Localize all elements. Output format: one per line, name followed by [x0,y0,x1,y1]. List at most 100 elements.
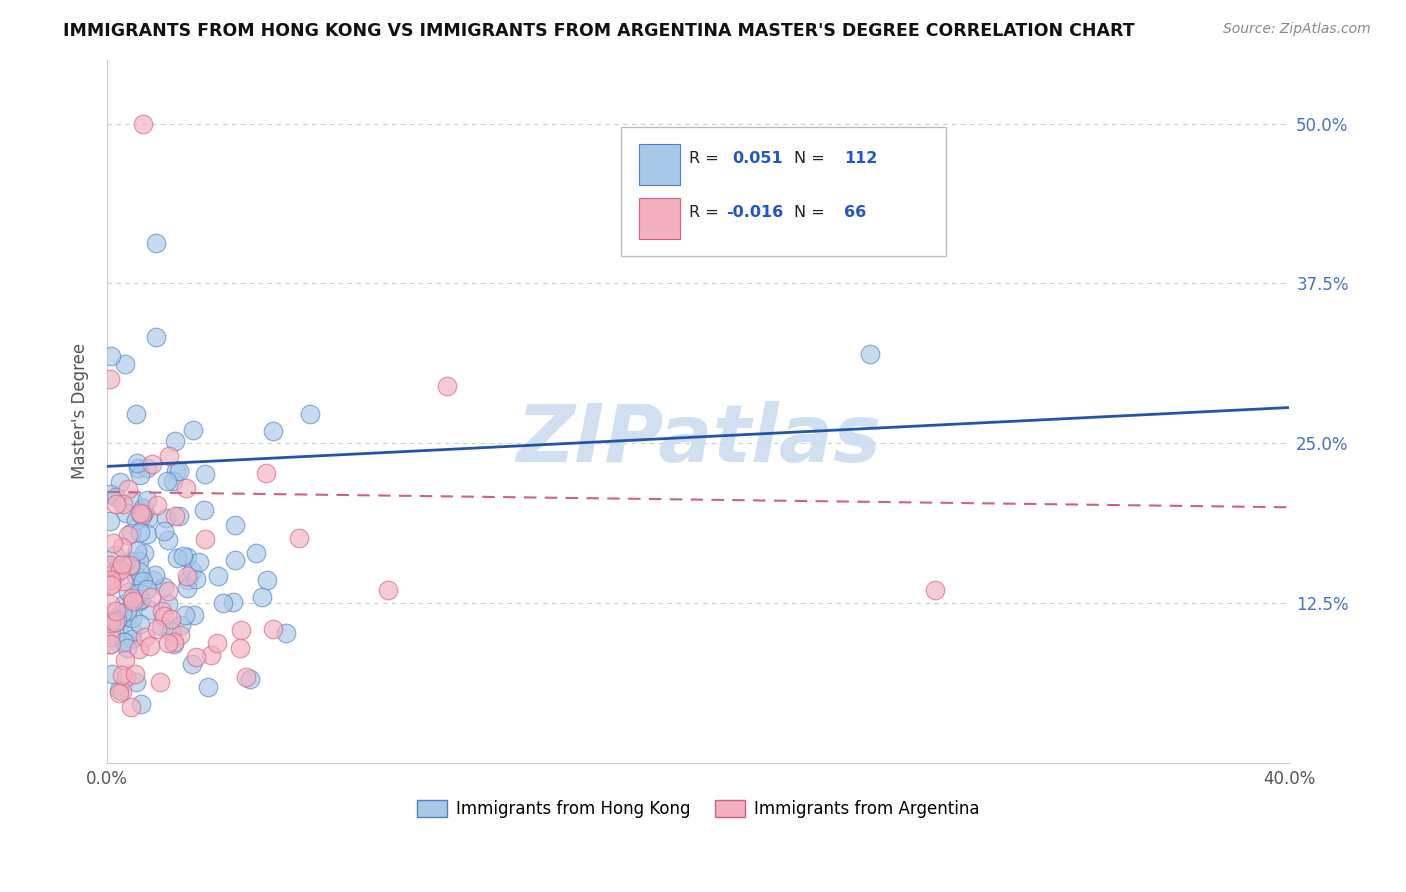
Text: R =: R = [689,152,728,166]
Point [100,576,122,591]
Point [114,357,136,371]
Point [200,648,222,662]
Point [135,527,157,541]
Point [107,561,129,575]
Point [162,474,184,488]
Point [138,639,160,653]
Point [229,624,252,638]
Point [108,683,131,698]
Point [153,608,176,623]
Point [128,641,150,656]
Point [115,640,138,655]
Point [117,483,139,497]
Point [117,528,139,542]
Point [117,584,139,599]
Point [181,564,204,578]
Point [125,513,148,527]
Point [100,637,122,651]
Point [176,550,198,565]
Point [111,558,134,572]
Point [245,546,267,560]
Point [181,657,204,671]
Point [128,593,150,607]
Point [107,685,129,699]
Text: 112: 112 [844,152,877,166]
Point [159,624,181,638]
Point [110,563,132,577]
Point [132,117,155,131]
Point [98,630,121,644]
Point [108,475,131,489]
Point [111,540,134,554]
Point [176,581,198,595]
Point [176,569,198,583]
Point [256,573,278,587]
Point [150,604,173,618]
Point [162,635,184,649]
Point [287,531,309,545]
Point [98,487,121,501]
Point [115,506,138,520]
Point [118,558,141,572]
Text: N =: N = [794,205,831,220]
Point [115,670,138,684]
Point [98,568,121,582]
Point [436,378,458,392]
Point [98,614,121,628]
Point [111,683,134,698]
Point [145,330,167,344]
Point [141,573,163,587]
Point [163,637,186,651]
Point [111,497,134,511]
Point [125,591,148,606]
Point [145,235,167,250]
Point [131,574,153,588]
Legend: Immigrants from Hong Kong, Immigrants from Argentina: Immigrants from Hong Kong, Immigrants fr… [411,794,986,825]
Point [112,574,135,588]
Point [128,586,150,600]
Point [129,524,152,539]
Point [250,590,273,604]
Point [177,573,200,587]
Point [194,467,217,482]
Point [104,567,127,582]
Point [129,565,152,579]
Point [153,580,176,594]
Point [138,603,160,617]
Point [105,497,128,511]
Text: -0.016: -0.016 [725,205,783,220]
Point [118,559,141,574]
Point [129,592,152,607]
Point [100,578,122,592]
Point [98,372,121,386]
Point [98,597,121,611]
Point [138,511,160,525]
Point [149,675,172,690]
Point [105,613,128,627]
Point [146,498,169,512]
Point [134,546,156,560]
Point [98,637,121,651]
Point [167,508,190,523]
Point [127,460,149,475]
Point [135,492,157,507]
Point [149,619,172,633]
Point [100,573,122,587]
Point [111,668,134,682]
Text: N =: N = [794,152,831,166]
Point [262,622,284,636]
Point [117,608,139,623]
Point [98,569,121,583]
Point [98,573,121,587]
Point [124,569,146,583]
Point [120,700,142,714]
Text: ZIPatlas: ZIPatlas [516,401,880,478]
Point [128,554,150,568]
Point [121,495,143,509]
Point [112,597,135,611]
Point [129,698,152,712]
Point [235,671,257,685]
Point [134,505,156,519]
Point [121,594,143,608]
Y-axis label: Master's Degree: Master's Degree [72,343,89,479]
